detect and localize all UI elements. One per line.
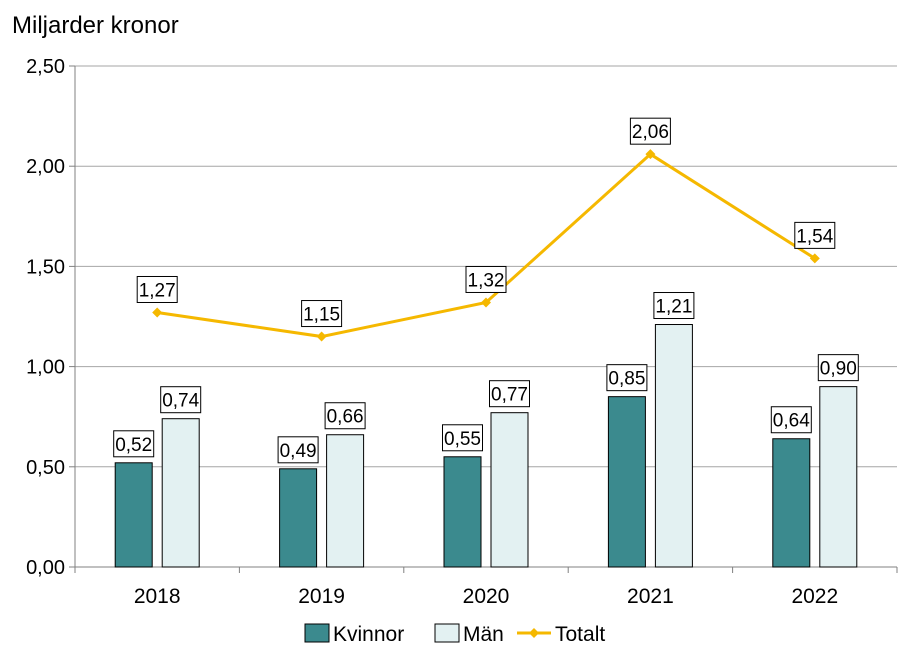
bar-kvinnor (279, 468, 318, 568)
data-label-män: 0,77 (491, 385, 528, 406)
bar-män (819, 386, 858, 568)
bar-män (326, 434, 365, 568)
bar-män (161, 418, 200, 568)
bar-kvinnor (443, 456, 482, 568)
y-tick-label: 0,50 (26, 457, 65, 479)
y-axis-title: Miljarder kronor (12, 12, 179, 39)
data-label-kvinnor: 0,64 (773, 411, 810, 432)
data-label-totalt: 1,27 (139, 280, 176, 301)
legend-label: Totalt (555, 623, 605, 646)
data-label-män-box (489, 380, 530, 408)
y-tick-label: 1,50 (26, 256, 65, 278)
data-label-män-box (817, 354, 859, 382)
x-tick-label: 2019 (298, 585, 345, 608)
data-label-totalt: 1,54 (796, 226, 833, 247)
data-label-kvinnor-box (606, 364, 648, 392)
data-label-män-box (653, 292, 695, 320)
point-totalt (809, 253, 820, 264)
x-tick-label: 2022 (791, 585, 838, 608)
x-tick-label: 2021 (627, 585, 674, 608)
data-label-kvinnor: 0,85 (608, 369, 645, 390)
data-label-män-box (160, 386, 202, 414)
data-label-totalt-box (465, 265, 507, 293)
data-label-män: 1,21 (655, 297, 692, 318)
x-tick-label: 2018 (134, 585, 181, 608)
data-label-totalt: 2,06 (632, 122, 669, 143)
bar-kvinnor (772, 438, 811, 568)
point-totalt (316, 331, 327, 342)
legend-swatch-kvinnor (304, 623, 330, 643)
data-label-män: 0,90 (820, 359, 857, 380)
data-label-totalt-box (136, 275, 178, 303)
data-label-totalt: 1,32 (468, 270, 505, 291)
data-label-kvinnor: 0,55 (444, 429, 481, 450)
data-label-kvinnor-box (442, 424, 483, 452)
data-label-kvinnor-box (277, 436, 319, 464)
bar-kvinnor (607, 396, 646, 568)
bar-kvinnor (114, 462, 153, 568)
data-label-män: 0,74 (162, 391, 199, 412)
data-label-totalt: 1,15 (303, 305, 340, 326)
data-label-män-box (324, 402, 366, 430)
y-tick-label: 0,00 (26, 557, 65, 579)
point-totalt (645, 149, 656, 160)
y-tick-label: 2,00 (26, 156, 65, 178)
data-label-kvinnor-box (113, 430, 155, 458)
data-label-kvinnor: 0,49 (280, 441, 317, 462)
legend-swatch-män (434, 623, 460, 643)
data-label-totalt-box (794, 221, 836, 249)
y-tick-label: 1,00 (26, 357, 65, 379)
y-tick-label: 2,50 (26, 56, 65, 78)
data-label-totalt-box (301, 300, 343, 328)
point-totalt (152, 307, 163, 318)
legend-label: Män (463, 623, 504, 646)
data-label-kvinnor: 0,52 (115, 435, 152, 456)
line-totalt (156, 152, 816, 339)
point-totalt (481, 297, 491, 308)
data-label-kvinnor-box (770, 406, 812, 434)
x-tick-label: 2020 (463, 585, 510, 608)
legend-label: Kvinnor (333, 623, 404, 646)
data-label-totalt-box (629, 117, 671, 145)
bar-män (654, 324, 693, 568)
data-label-män: 0,66 (327, 407, 364, 428)
bar-män (490, 412, 529, 568)
legend-marker-totalt (529, 628, 539, 638)
